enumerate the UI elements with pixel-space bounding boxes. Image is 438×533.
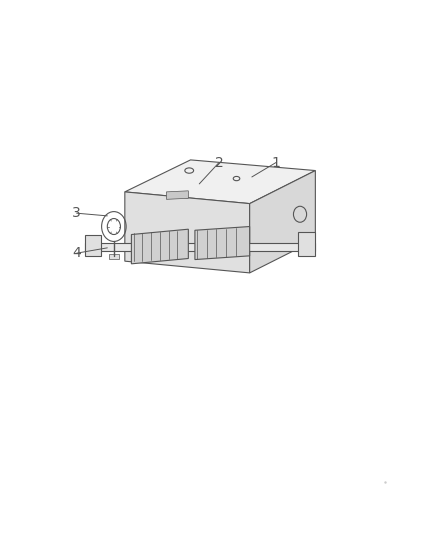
- Polygon shape: [125, 192, 250, 273]
- Text: 3: 3: [72, 206, 81, 220]
- Polygon shape: [85, 235, 101, 256]
- Polygon shape: [166, 191, 188, 199]
- Bar: [109, 254, 119, 259]
- Polygon shape: [85, 243, 315, 251]
- Polygon shape: [298, 232, 315, 256]
- Polygon shape: [125, 160, 315, 204]
- Polygon shape: [131, 229, 188, 264]
- Polygon shape: [250, 171, 315, 273]
- Polygon shape: [195, 227, 250, 260]
- Text: 2: 2: [215, 156, 223, 169]
- Text: 1: 1: [272, 156, 280, 169]
- Text: 4: 4: [72, 246, 81, 260]
